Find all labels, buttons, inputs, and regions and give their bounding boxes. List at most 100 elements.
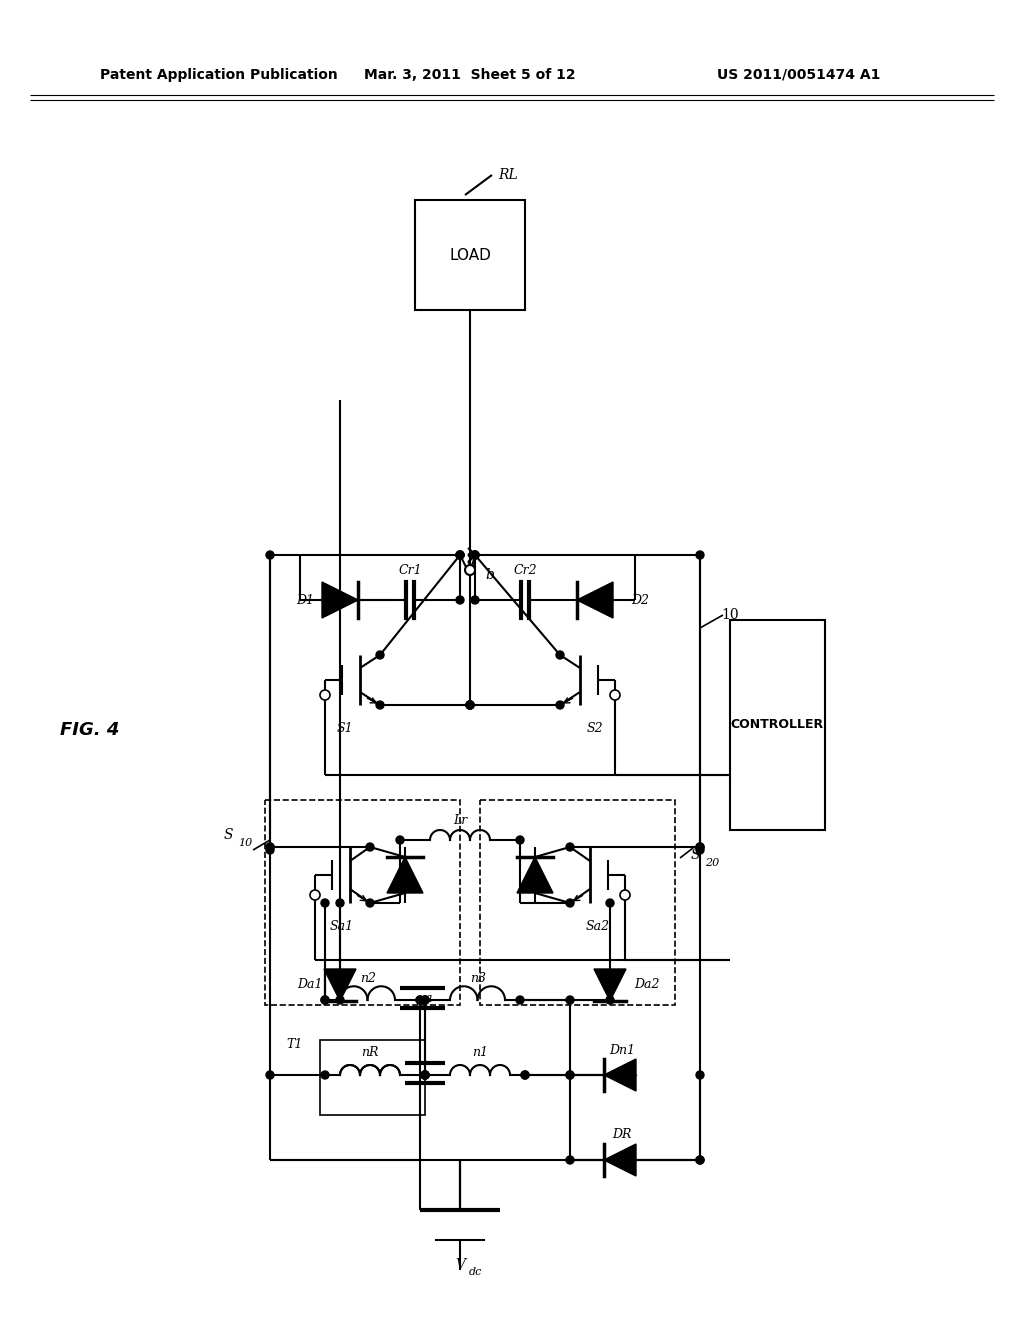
Circle shape bbox=[471, 550, 479, 558]
Text: Lr: Lr bbox=[453, 813, 467, 826]
Circle shape bbox=[466, 701, 474, 709]
Text: Dn1: Dn1 bbox=[609, 1044, 635, 1056]
Text: Patent Application Publication: Patent Application Publication bbox=[100, 69, 338, 82]
Circle shape bbox=[421, 997, 429, 1005]
Circle shape bbox=[416, 997, 424, 1005]
Circle shape bbox=[516, 997, 524, 1005]
Circle shape bbox=[466, 701, 474, 709]
Bar bbox=[480, 800, 675, 1005]
Circle shape bbox=[696, 1156, 705, 1164]
Polygon shape bbox=[577, 582, 613, 618]
Text: Cr2: Cr2 bbox=[513, 564, 537, 577]
Circle shape bbox=[516, 836, 524, 843]
Circle shape bbox=[566, 1071, 574, 1078]
Text: D1: D1 bbox=[296, 594, 314, 606]
Circle shape bbox=[606, 899, 614, 907]
Text: T1: T1 bbox=[287, 1039, 303, 1052]
Text: 10: 10 bbox=[238, 838, 252, 847]
Text: n1: n1 bbox=[472, 1047, 488, 1060]
Polygon shape bbox=[604, 1144, 636, 1176]
Circle shape bbox=[421, 1071, 429, 1078]
Circle shape bbox=[421, 1071, 429, 1078]
Text: RL: RL bbox=[498, 168, 518, 182]
Circle shape bbox=[696, 846, 705, 854]
Text: n3: n3 bbox=[470, 972, 486, 985]
Text: D2: D2 bbox=[631, 594, 649, 606]
Circle shape bbox=[376, 651, 384, 659]
Text: b: b bbox=[485, 568, 495, 582]
Text: Da2: Da2 bbox=[634, 978, 659, 991]
Circle shape bbox=[266, 843, 274, 851]
Circle shape bbox=[456, 550, 464, 558]
Polygon shape bbox=[604, 1059, 636, 1092]
Circle shape bbox=[556, 651, 564, 659]
Text: 20: 20 bbox=[705, 858, 719, 869]
Circle shape bbox=[566, 899, 574, 907]
Circle shape bbox=[696, 843, 705, 851]
Circle shape bbox=[396, 836, 404, 843]
Circle shape bbox=[696, 1156, 705, 1164]
Circle shape bbox=[566, 843, 574, 851]
Circle shape bbox=[696, 550, 705, 558]
Text: a: a bbox=[424, 991, 432, 1005]
Circle shape bbox=[321, 997, 329, 1005]
Circle shape bbox=[421, 997, 429, 1005]
Circle shape bbox=[471, 550, 479, 558]
Circle shape bbox=[421, 997, 429, 1005]
Circle shape bbox=[266, 550, 274, 558]
Circle shape bbox=[421, 1071, 429, 1078]
Text: Da1: Da1 bbox=[297, 978, 323, 991]
Polygon shape bbox=[387, 857, 423, 894]
Circle shape bbox=[466, 701, 474, 709]
Circle shape bbox=[266, 1071, 274, 1078]
Bar bbox=[319, 1040, 425, 1115]
Circle shape bbox=[319, 690, 330, 700]
Circle shape bbox=[566, 1156, 574, 1164]
Text: S2: S2 bbox=[587, 722, 603, 734]
Circle shape bbox=[376, 701, 384, 709]
Circle shape bbox=[471, 550, 479, 558]
Circle shape bbox=[556, 701, 564, 709]
Circle shape bbox=[416, 997, 424, 1005]
Text: Cr1: Cr1 bbox=[398, 564, 422, 577]
Circle shape bbox=[366, 899, 374, 907]
Circle shape bbox=[421, 1071, 429, 1078]
Text: nR: nR bbox=[361, 1047, 379, 1060]
Text: CONTROLLER: CONTROLLER bbox=[730, 718, 823, 731]
Circle shape bbox=[566, 1071, 574, 1078]
Circle shape bbox=[266, 843, 274, 851]
Polygon shape bbox=[594, 969, 626, 1001]
Text: Sa2: Sa2 bbox=[586, 920, 610, 933]
Text: S: S bbox=[690, 847, 699, 862]
Circle shape bbox=[566, 997, 574, 1005]
Text: S: S bbox=[223, 828, 232, 842]
Circle shape bbox=[620, 890, 630, 900]
Circle shape bbox=[521, 1071, 529, 1078]
Circle shape bbox=[456, 550, 464, 558]
Circle shape bbox=[366, 843, 374, 851]
Text: dc: dc bbox=[468, 1267, 481, 1276]
Circle shape bbox=[266, 846, 274, 854]
Circle shape bbox=[471, 597, 479, 605]
Text: n2: n2 bbox=[360, 972, 376, 985]
Circle shape bbox=[321, 997, 329, 1005]
Text: S1: S1 bbox=[337, 722, 353, 734]
Polygon shape bbox=[322, 582, 358, 618]
Circle shape bbox=[606, 997, 614, 1005]
Circle shape bbox=[521, 1071, 529, 1078]
Circle shape bbox=[310, 890, 319, 900]
Text: Sa1: Sa1 bbox=[330, 920, 354, 933]
Circle shape bbox=[321, 899, 329, 907]
Text: V: V bbox=[455, 1258, 465, 1272]
Circle shape bbox=[696, 843, 705, 851]
Circle shape bbox=[696, 1071, 705, 1078]
Circle shape bbox=[456, 550, 464, 558]
Bar bbox=[265, 800, 460, 1005]
Circle shape bbox=[456, 597, 464, 605]
Text: US 2011/0051474 A1: US 2011/0051474 A1 bbox=[717, 69, 880, 82]
Polygon shape bbox=[517, 857, 553, 894]
Text: LOAD: LOAD bbox=[450, 248, 490, 263]
Bar bbox=[415, 201, 525, 310]
Text: FIG. 4: FIG. 4 bbox=[60, 721, 120, 739]
Text: 10: 10 bbox=[721, 609, 738, 622]
